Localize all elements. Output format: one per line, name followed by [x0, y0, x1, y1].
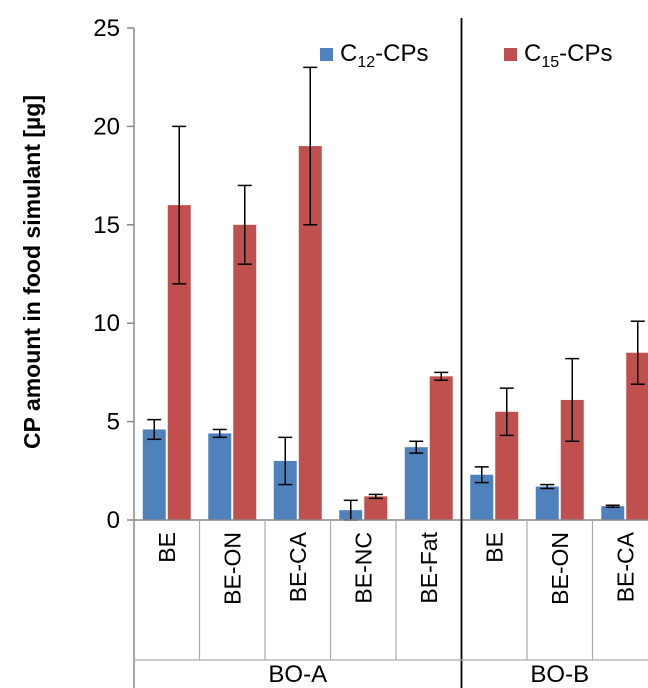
legend-swatch: [504, 48, 517, 61]
bar-series2-5: [429, 376, 453, 520]
y-tick-label: 5: [107, 409, 120, 436]
y-tick-label: 0: [107, 507, 120, 534]
bar-series2-7: [560, 399, 584, 520]
y-axis-label: CP amount in food simulant [µg]: [19, 95, 45, 449]
category-label: BE-NC: [350, 532, 376, 604]
category-label: BE-CA: [612, 531, 638, 602]
bar-series1-3: [273, 460, 297, 520]
group-label: BO-B: [530, 661, 589, 688]
category-label: BE-Fat: [416, 531, 442, 603]
bar-series1-1: [142, 429, 166, 520]
category-label: BE-CA: [285, 531, 311, 602]
x-axis: BE BE-ON BE-CA BE-NC BE-Fat BE BE-ON BE-CA BO-A B…: [134, 18, 648, 688]
bar-series1-6: [470, 474, 494, 520]
group-label: BO-A: [268, 661, 327, 688]
legend: C12-CPs C15-CPs: [320, 40, 612, 71]
bar-series2-4: [364, 496, 388, 520]
y-axis: 0 5 10 15 20 25: [93, 15, 135, 688]
y-tick-label: 25: [93, 15, 120, 42]
y-tick-label: 10: [93, 310, 120, 337]
category-label: BE-ON: [219, 532, 245, 605]
bar-series2-2: [233, 224, 257, 521]
category-label: BE-ON: [547, 532, 573, 605]
category-label: BE: [481, 532, 507, 563]
bar-series1-7: [535, 486, 559, 520]
category-label: BE: [154, 532, 180, 563]
y-tick-label: 15: [93, 212, 120, 239]
bar-series1-5: [404, 447, 428, 520]
bar-series2-8: [626, 352, 648, 520]
legend-label: C15-CPs: [524, 40, 612, 71]
legend-swatch: [320, 48, 333, 61]
bar-series2-6: [495, 411, 519, 520]
y-tick-label: 20: [93, 113, 120, 140]
bars: [142, 146, 648, 521]
error-bars: [147, 66, 645, 521]
bar-series1-2: [208, 433, 232, 520]
legend-label: C12-CPs: [340, 40, 428, 71]
bar-series2-3: [298, 146, 322, 520]
bar-series1-8: [601, 506, 625, 520]
